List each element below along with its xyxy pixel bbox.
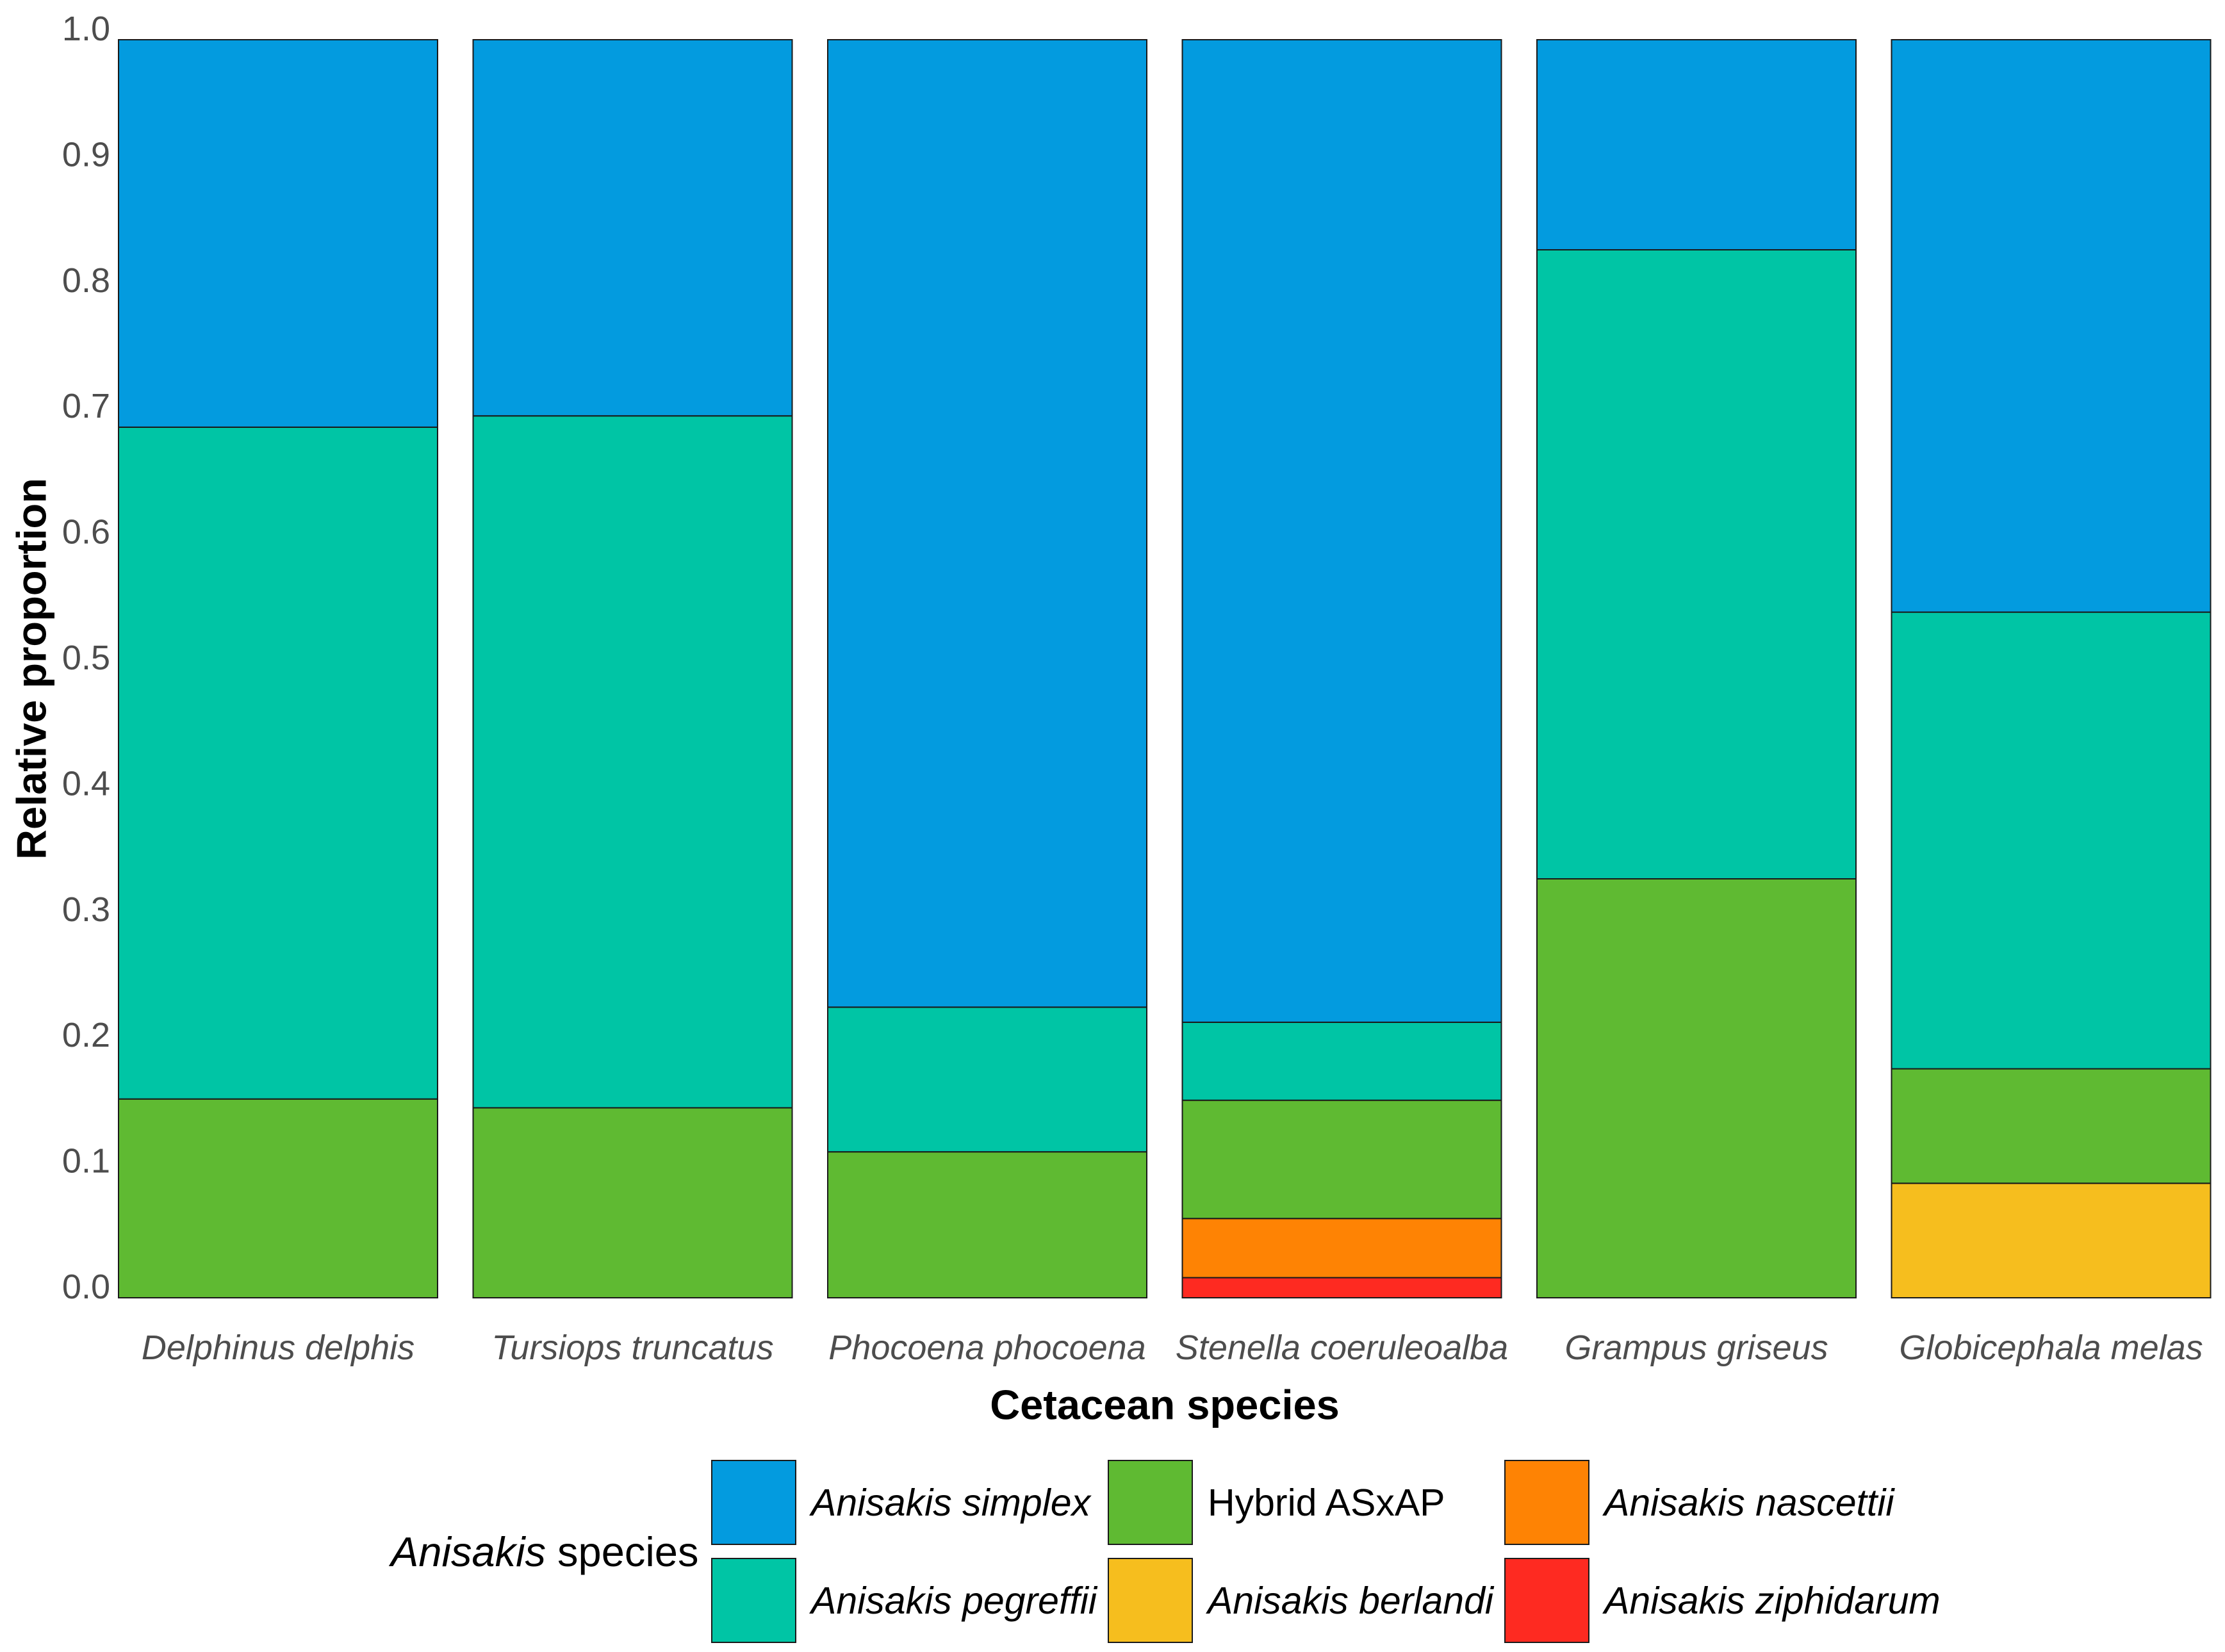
legend-label-anisakis-simplex: Anisakis simplex [809,1482,1092,1524]
legend-title-suffix: species [557,1528,698,1575]
bar-segment-tursiops-truncatus-hybrid-asxap [472,1107,793,1299]
x-axis-title: Cetacean species [990,1382,1340,1428]
y-axis-tick-labels: 0.0 0.1 0.2 0.3 0.4 0.5 0.6 0.7 0.8 0.9 1.0 [62,10,110,1306]
bar-tursiops-truncatus [472,39,793,1299]
bar-segment-globicephala-melas-anisakis-pegreffii [1891,611,2212,1070]
bar-segment-delphinus-delphis-anisakis-simplex [118,39,438,428]
bar-grampus-griseus [1536,39,1857,1299]
bar-segment-grampus-griseus-anisakis-pegreffii [1536,249,1857,879]
bar-segment-globicephala-melas-hybrid-asxap [1891,1068,2212,1184]
legend-label-hybrid-asxap: Hybrid ASxAP [1208,1482,1445,1524]
legend-title: Anisakis species [388,1528,698,1575]
legend-title-genus: Anisakis [388,1528,546,1575]
y-tick-label-0-9: 0.9 [62,135,110,174]
x-tick-label-stenella-coeruleoalba: Stenella coeruleoalba [1176,1329,1508,1367]
bar-segment-tursiops-truncatus-anisakis-pegreffii [472,415,793,1109]
bar-segment-stenella-coeruleoalba-anisakis-nascettii [1181,1218,1502,1279]
bar-segment-phocoena-phocoena-anisakis-simplex [827,39,1147,1008]
y-tick-label-0-1: 0.1 [62,1142,110,1181]
bar-segment-grampus-griseus-hybrid-asxap [1536,878,1857,1299]
x-tick-label-tursiops-truncatus: Tursiops truncatus [491,1329,773,1367]
y-axis-title: Relative proportion [8,478,55,860]
legend-label-anisakis-pegreffii: Anisakis pegreffii [809,1580,1098,1622]
y-tick-label-0-4: 0.4 [62,764,110,803]
bar-globicephala-melas [1891,39,2212,1298]
legend-entry-anisakis-ziphidarum: Anisakis ziphidarum [1504,1558,1941,1643]
bar-layer [118,39,2212,1299]
bar-segment-phocoena-phocoena-anisakis-pegreffii [827,1006,1147,1153]
bar-segment-delphinus-delphis-hybrid-asxap [118,1098,438,1298]
legend-key-anisakis-pegreffii [711,1558,796,1643]
bar-phocoena-phocoena [827,39,1147,1299]
bar-segment-stenella-coeruleoalba-anisakis-simplex [1181,39,1502,1023]
legend-entry-anisakis-nascettii: Anisakis nascettii [1504,1460,1895,1545]
y-tick-label-1-0: 1.0 [62,10,110,48]
y-tick-label-0-8: 0.8 [62,261,110,300]
bar-segment-delphinus-delphis-anisakis-pegreffii [118,426,438,1100]
legend-label-anisakis-ziphidarum: Anisakis ziphidarum [1602,1580,1941,1622]
y-tick-label-0-6: 0.6 [62,513,110,552]
y-tick-label-0-3: 0.3 [62,890,110,929]
legend-entry-anisakis-pegreffii: Anisakis pegreffii [711,1558,1098,1643]
bar-segment-tursiops-truncatus-anisakis-simplex [472,39,793,417]
bar-segment-stenella-coeruleoalba-hybrid-asxap [1181,1099,1502,1220]
x-axis-tick-labels: Delphinus delphis Tursiops truncatus Phoco… [142,1329,2203,1367]
x-tick-label-globicephala-melas: Globicephala melas [1899,1329,2203,1367]
bar-segment-grampus-griseus-anisakis-simplex [1536,39,1857,250]
bar-segment-stenella-coeruleoalba-anisakis-ziphidarum [1181,1277,1502,1299]
x-tick-label-phocoena-phocoena: Phocoena phocoena [828,1329,1145,1367]
legend-key-hybrid-asxap [1108,1460,1193,1545]
bar-segment-globicephala-melas-anisakis-berlandi [1891,1182,2212,1298]
y-tick-label-0-0: 0.0 [62,1268,110,1306]
legend-entry-anisakis-simplex: Anisakis simplex [711,1460,1092,1545]
legend-key-anisakis-ziphidarum [1504,1558,1589,1643]
legend-entry-anisakis-berlandi: Anisakis berlandi [1108,1558,1495,1643]
bar-segment-phocoena-phocoena-hybrid-asxap [827,1151,1147,1299]
x-tick-label-delphinus-delphis: Delphinus delphis [142,1329,415,1367]
y-tick-label-0-7: 0.7 [62,387,110,425]
bar-segment-globicephala-melas-anisakis-simplex [1891,39,2212,613]
x-tick-label-grampus-griseus: Grampus griseus [1564,1329,1828,1367]
bar-delphinus-delphis [118,39,438,1298]
legend-key-anisakis-nascettii [1504,1460,1589,1545]
legend: Anisakis species Anisakis simplex Anisaki… [388,1460,1941,1643]
y-tick-label-0-2: 0.2 [62,1016,110,1054]
legend-label-anisakis-berlandi: Anisakis berlandi [1206,1580,1495,1622]
legend-key-anisakis-simplex [711,1460,796,1545]
bar-stenella-coeruleoalba [1181,39,1502,1299]
bar-segment-stenella-coeruleoalba-anisakis-pegreffii [1181,1021,1502,1101]
legend-key-anisakis-berlandi [1108,1558,1193,1643]
legend-entry-hybrid-asxap: Hybrid ASxAP [1108,1460,1445,1545]
legend-label-anisakis-nascettii: Anisakis nascettii [1602,1482,1895,1524]
y-tick-label-0-5: 0.5 [62,639,110,677]
